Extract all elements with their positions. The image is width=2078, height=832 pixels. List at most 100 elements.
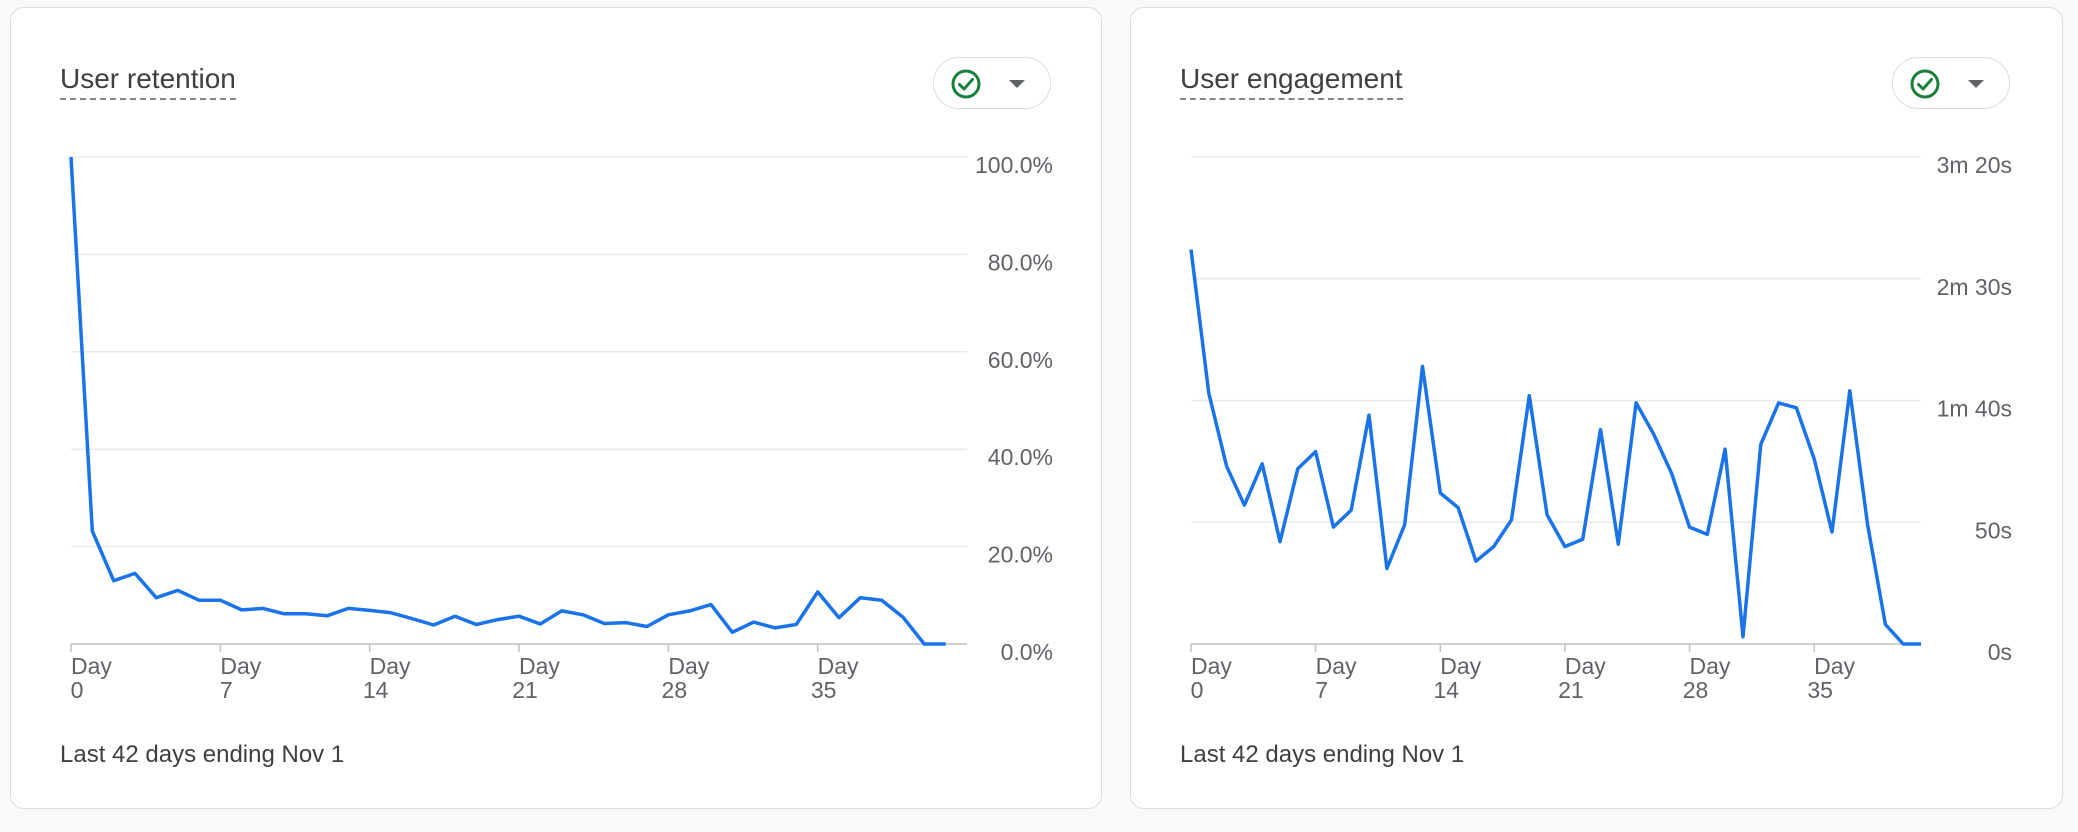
data-point	[1456, 506, 1460, 510]
data-point	[1599, 428, 1603, 432]
data-point	[1830, 530, 1834, 534]
card-title[interactable]: User retention	[60, 62, 236, 100]
data-point	[1331, 525, 1335, 529]
data-point	[1420, 364, 1424, 368]
data-point	[773, 626, 777, 630]
x-tick-label: Day	[1690, 653, 1731, 679]
x-tick-label: Day	[519, 653, 560, 679]
x-tick-label: Day	[1191, 653, 1232, 679]
series-line	[69, 156, 946, 646]
data-point	[432, 623, 436, 627]
data-point	[1705, 532, 1709, 536]
data-point	[1545, 513, 1549, 517]
caret-down-icon	[1009, 80, 1025, 88]
data-point	[560, 609, 564, 613]
status-menu-button[interactable]	[1892, 57, 2010, 109]
data-point	[197, 598, 201, 602]
x-tick-label: 35	[811, 677, 837, 703]
y-tick-label: 40.0%	[988, 444, 1053, 470]
data-point	[922, 642, 926, 646]
data-point	[368, 608, 372, 612]
x-tick-label: 35	[1807, 677, 1833, 703]
date-range-label: Last 42 days ending Nov 1	[1180, 741, 1465, 768]
data-point	[410, 617, 414, 621]
x-tick-label: 0	[1191, 677, 1204, 703]
date-range-label: Last 42 days ending Nov 1	[60, 741, 345, 768]
x-tick-label: 28	[1683, 677, 1709, 703]
data-point	[261, 606, 265, 610]
data-point	[1670, 472, 1674, 476]
data-point	[453, 614, 457, 618]
data-point	[730, 630, 734, 634]
x-tick-label: 21	[1558, 677, 1584, 703]
data-point	[496, 618, 500, 622]
data-point	[1901, 642, 1905, 646]
x-tick-label: Day	[818, 653, 859, 679]
data-point	[1474, 559, 1478, 563]
data-point	[282, 612, 286, 616]
data-point	[581, 613, 585, 617]
data-point	[1848, 389, 1852, 393]
data-point	[1207, 391, 1211, 395]
data-point	[304, 612, 308, 616]
data-point	[1367, 413, 1371, 417]
data-point	[1527, 394, 1531, 398]
data-point	[1278, 540, 1282, 544]
data-point	[645, 624, 649, 628]
data-point	[1225, 464, 1229, 468]
user-retention-chart: 100.0%80.0%60.0%40.0%20.0%0.0%Day0Day7Da…	[69, 152, 1053, 703]
caret-down-icon	[1968, 80, 1984, 88]
data-point	[517, 614, 521, 618]
y-tick-label: 50s	[1975, 517, 2012, 543]
y-tick-label: 60.0%	[988, 347, 1053, 373]
x-tick-label: 14	[1433, 677, 1459, 703]
card-title[interactable]: User engagement	[1180, 62, 1403, 100]
x-tick-label: Day	[1316, 653, 1357, 679]
data-point	[389, 611, 393, 615]
data-point	[1242, 503, 1246, 507]
data-point	[176, 588, 180, 592]
check-circle-icon	[951, 69, 981, 99]
status-menu-button[interactable]	[933, 57, 1051, 109]
x-tick-label: Day	[370, 653, 411, 679]
data-point	[1260, 462, 1264, 466]
data-point	[1777, 401, 1781, 405]
y-tick-label: 80.0%	[988, 249, 1053, 275]
x-tick-label: Day	[1565, 653, 1606, 679]
x-tick-label: Day	[71, 653, 112, 679]
check-circle-icon	[1910, 69, 1940, 99]
data-point	[1634, 401, 1638, 405]
x-tick-label: 28	[662, 677, 688, 703]
user-engagement-card: User engagement 3m 20s 2m 30s 1m 40s 50s 0s D…	[1130, 7, 2063, 809]
data-point	[1349, 508, 1353, 512]
data-point	[1296, 467, 1300, 471]
data-point	[325, 614, 329, 618]
x-tick-label: 0	[71, 677, 84, 703]
x-tick-label: 7	[220, 677, 233, 703]
data-point	[1812, 457, 1816, 461]
data-point	[1919, 642, 1923, 646]
data-point	[688, 609, 692, 613]
x-tick-label: Day	[1814, 653, 1855, 679]
user-retention-card: User retention 100.0% 80.0% 60.0% 40.0% 20.0…	[10, 7, 1102, 809]
data-point	[624, 621, 628, 625]
data-point	[1563, 545, 1567, 549]
data-point	[816, 590, 820, 594]
y-tick-label: 3m 20s	[1937, 152, 2012, 178]
x-tick-label: 14	[363, 677, 389, 703]
data-point	[1883, 623, 1887, 627]
data-point	[1581, 537, 1585, 541]
x-tick-label: Day	[1440, 653, 1481, 679]
data-point	[1794, 406, 1798, 410]
y-tick-label: 1m 40s	[1937, 396, 2012, 422]
data-point	[1509, 518, 1513, 522]
data-point	[1314, 450, 1318, 454]
data-point	[880, 598, 884, 602]
data-point	[240, 608, 244, 612]
data-point	[1438, 491, 1442, 495]
x-tick-label: 7	[1315, 677, 1328, 703]
data-point	[752, 620, 756, 624]
data-point	[1652, 433, 1656, 437]
data-point	[346, 606, 350, 610]
